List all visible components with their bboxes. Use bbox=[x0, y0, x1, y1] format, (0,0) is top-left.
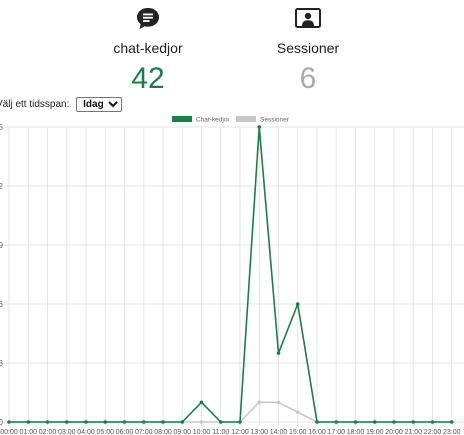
time-range-row: Välj ett tidsspan: Idag bbox=[0, 97, 123, 112]
chat-bubble-icon bbox=[137, 8, 159, 29]
data-point bbox=[353, 420, 358, 424]
legend-label: Chat-kedjor bbox=[196, 117, 230, 124]
stat-sessions: Sessioner 6 bbox=[233, 0, 383, 96]
y-tick-label: 0 bbox=[0, 418, 4, 427]
x-tick-label: 10:00 bbox=[193, 429, 211, 435]
series-line bbox=[9, 401, 452, 423]
data-point bbox=[295, 302, 300, 306]
data-point bbox=[199, 420, 204, 424]
x-tick-label: 06:00 bbox=[116, 429, 134, 435]
x-tick-label: 13:00 bbox=[250, 429, 268, 435]
data-point bbox=[238, 420, 242, 424]
data-point bbox=[64, 420, 69, 424]
x-tick-label: 00:00 bbox=[0, 429, 18, 435]
x-tick-label: 16:00 bbox=[308, 429, 326, 435]
stat-sessions-label: Sessioner bbox=[276, 40, 340, 56]
data-point bbox=[199, 400, 204, 405]
data-point bbox=[334, 420, 339, 424]
stat-sessions-value: 6 bbox=[299, 62, 317, 95]
data-point bbox=[411, 420, 416, 424]
data-point bbox=[84, 420, 88, 424]
y-tick-label: 12 bbox=[0, 182, 4, 191]
data-point bbox=[276, 351, 281, 355]
x-tick-label: 03:00 bbox=[58, 429, 76, 435]
stat-chats-value: 42 bbox=[131, 62, 165, 95]
x-tick-label: 04:00 bbox=[77, 429, 95, 435]
data-point bbox=[430, 420, 435, 424]
data-point bbox=[218, 420, 223, 424]
data-point bbox=[7, 420, 11, 424]
time-range-label: Välj ett tidsspan: bbox=[0, 99, 70, 111]
data-point bbox=[103, 420, 108, 424]
x-tick-label: 19:00 bbox=[366, 429, 384, 435]
x-tick-label: 17:00 bbox=[327, 429, 345, 435]
data-point bbox=[449, 420, 454, 424]
x-tick-label: 22:00 bbox=[424, 429, 442, 435]
stat-chats-label: chat-kedjor bbox=[113, 40, 183, 56]
data-point bbox=[315, 420, 319, 424]
y-tick-label: 9 bbox=[0, 241, 4, 250]
data-point bbox=[257, 125, 262, 129]
x-tick-label: 05:00 bbox=[96, 429, 114, 435]
x-tick-label: 07:00 bbox=[135, 429, 153, 435]
data-point bbox=[392, 420, 396, 424]
x-tick-label: 09:00 bbox=[173, 429, 191, 435]
activity-chart: 0 3 6 9 12 15 00:0001:0002:0003:0004:0005:0006… bbox=[0, 116, 464, 435]
x-tick-label: 08:00 bbox=[154, 429, 172, 435]
series-line bbox=[9, 126, 452, 423]
data-point bbox=[26, 420, 31, 424]
legend-swatch bbox=[172, 116, 192, 122]
data-point bbox=[295, 410, 300, 414]
x-tick-label: 12:00 bbox=[231, 429, 249, 435]
x-tick-label: 14:00 bbox=[270, 429, 288, 435]
data-point bbox=[257, 400, 262, 405]
x-tick-label: 23:00 bbox=[443, 429, 461, 435]
data-point bbox=[276, 400, 281, 405]
data-point bbox=[122, 420, 127, 424]
x-tick-label: 20:00 bbox=[385, 429, 403, 435]
data-point bbox=[180, 420, 185, 424]
data-point bbox=[45, 420, 50, 424]
time-range-select[interactable]: Idag bbox=[76, 97, 123, 112]
x-tick-label: 15:00 bbox=[289, 429, 307, 435]
legend-swatch bbox=[236, 116, 256, 122]
y-tick-label: 15 bbox=[0, 123, 4, 132]
data-point bbox=[372, 420, 377, 424]
data-point bbox=[141, 420, 146, 424]
x-tick-label: 01:00 bbox=[19, 429, 37, 435]
x-tick-label: 18:00 bbox=[347, 429, 365, 435]
x-tick-label: 11:00 bbox=[212, 429, 229, 435]
y-tick-label: 6 bbox=[0, 300, 4, 309]
x-tick-label: 02:00 bbox=[39, 429, 57, 435]
x-tick-label: 21:00 bbox=[404, 429, 422, 435]
stat-chats: chat-kedjor 42 bbox=[73, 0, 223, 96]
legend-label: Sessioner bbox=[260, 117, 290, 124]
screen-user-icon bbox=[295, 8, 321, 28]
y-tick-label: 3 bbox=[0, 359, 4, 368]
data-point bbox=[161, 420, 165, 424]
